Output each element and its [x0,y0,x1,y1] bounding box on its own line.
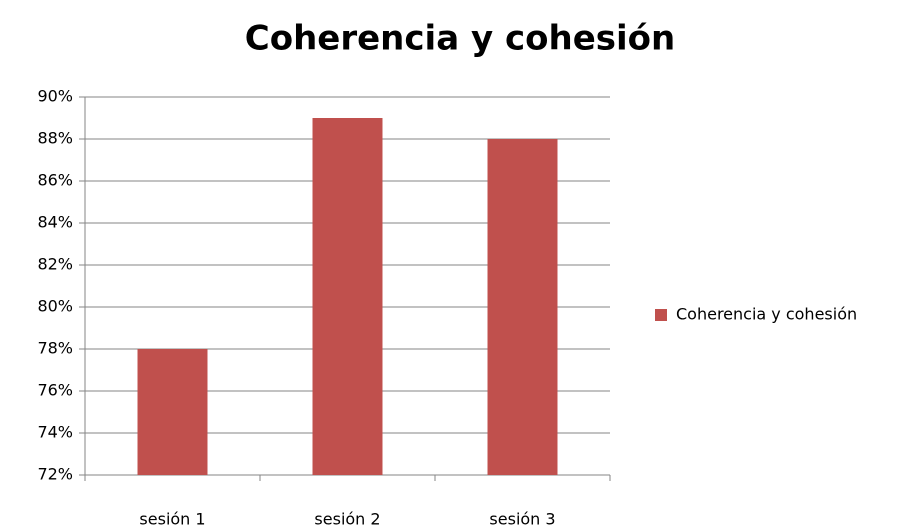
y-tick-label: 86% [37,171,73,190]
y-tick-label: 84% [37,213,73,232]
y-tick-label: 88% [37,129,73,148]
bar [137,349,208,475]
y-tick-label: 74% [37,423,73,442]
x-tick-label: sesión 1 [139,510,205,526]
legend-swatch [655,309,667,321]
y-tick-label: 72% [37,465,73,484]
x-tick-label: sesión 2 [314,510,380,526]
x-tick-label: sesión 3 [489,510,555,526]
y-tick-label: 80% [37,297,73,316]
y-tick-label: 78% [37,339,73,358]
bar [312,118,383,475]
bar [487,139,558,475]
y-tick-label: 82% [37,255,73,274]
y-tick-label: 76% [37,381,73,400]
chart-title: Coherencia y cohesión [245,19,675,59]
y-tick-label: 90% [37,87,73,106]
legend-label: Coherencia y cohesión [676,305,857,324]
